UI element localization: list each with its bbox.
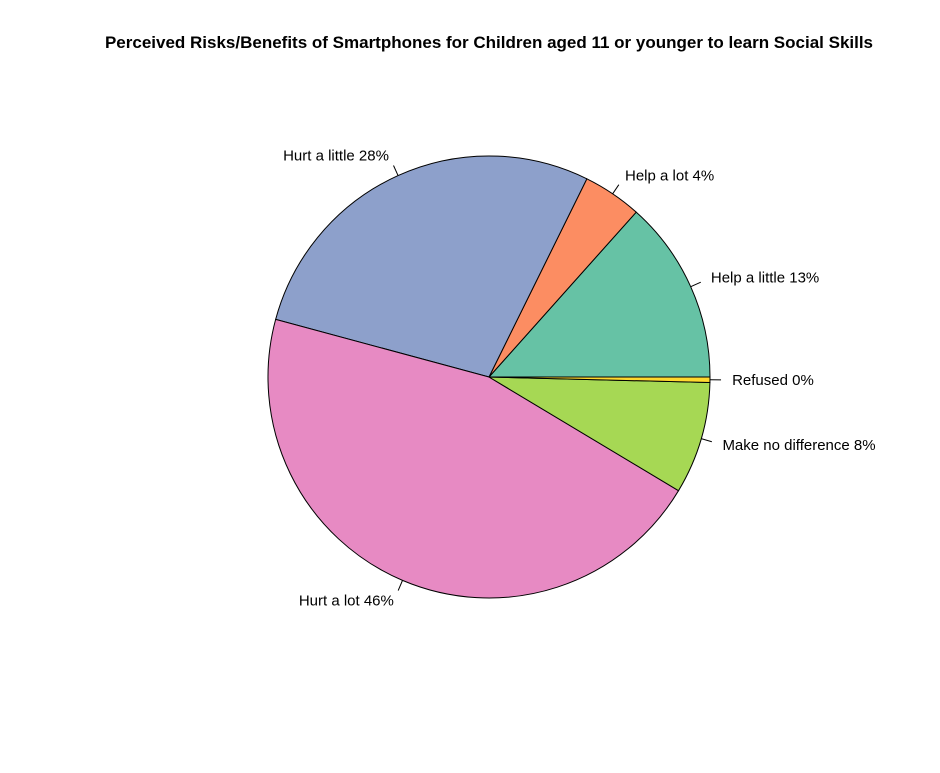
leader-line-hurt-a-little xyxy=(393,165,399,176)
slice-label-hurt-a-little: Hurt a little 28% xyxy=(283,147,389,164)
leader-line-help-a-lot xyxy=(612,184,620,195)
leader-line-help-a-little xyxy=(690,281,701,288)
slice-label-refused: Refused 0% xyxy=(732,372,814,389)
slice-label-hurt-a-lot: Hurt a lot 46% xyxy=(299,593,394,610)
leader-line-hurt-a-lot xyxy=(397,580,403,591)
slice-label-help-a-little: Help a little 13% xyxy=(711,270,819,287)
leader-line-make-no-difference xyxy=(701,438,712,443)
chart-title: Perceived Risks/Benefits of Smartphones … xyxy=(105,33,873,52)
slice-hurt-a-lot xyxy=(267,318,680,599)
pie-labels: Help a little 13% Help a lot 4% Hurt a lit… xyxy=(283,147,876,609)
pie-slices xyxy=(267,155,711,599)
slice-label-make-no-difference: Make no difference 8% xyxy=(722,437,875,454)
slice-label-help-a-lot: Help a lot 4% xyxy=(625,168,714,185)
